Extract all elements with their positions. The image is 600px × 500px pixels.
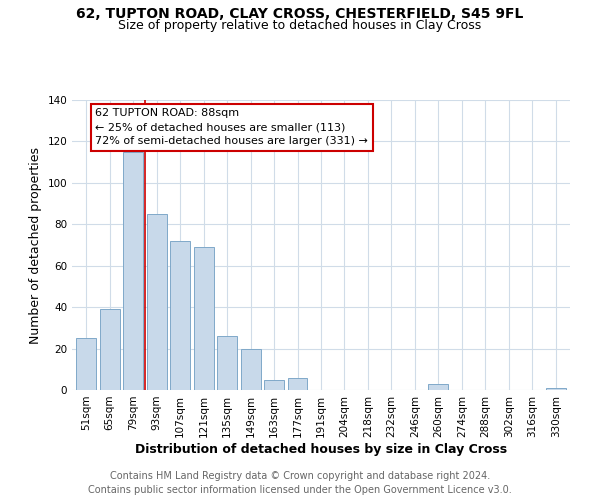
- Bar: [76, 338, 96, 390]
- Bar: [241, 348, 260, 390]
- Bar: [146, 214, 167, 390]
- Text: 62 TUPTON ROAD: 88sqm
← 25% of detached houses are smaller (113)
72% of semi-det: 62 TUPTON ROAD: 88sqm ← 25% of detached …: [95, 108, 368, 146]
- Bar: [217, 336, 237, 390]
- Text: Contains HM Land Registry data © Crown copyright and database right 2024.
Contai: Contains HM Land Registry data © Crown c…: [88, 471, 512, 495]
- Bar: [546, 388, 566, 390]
- Bar: [100, 309, 119, 390]
- Bar: [428, 384, 448, 390]
- Bar: [170, 241, 190, 390]
- Text: Distribution of detached houses by size in Clay Cross: Distribution of detached houses by size …: [135, 442, 507, 456]
- Bar: [123, 152, 143, 390]
- Bar: [194, 247, 214, 390]
- Text: 62, TUPTON ROAD, CLAY CROSS, CHESTERFIELD, S45 9FL: 62, TUPTON ROAD, CLAY CROSS, CHESTERFIEL…: [76, 8, 524, 22]
- Bar: [264, 380, 284, 390]
- Bar: [287, 378, 307, 390]
- Text: Size of property relative to detached houses in Clay Cross: Size of property relative to detached ho…: [118, 19, 482, 32]
- Y-axis label: Number of detached properties: Number of detached properties: [29, 146, 42, 344]
